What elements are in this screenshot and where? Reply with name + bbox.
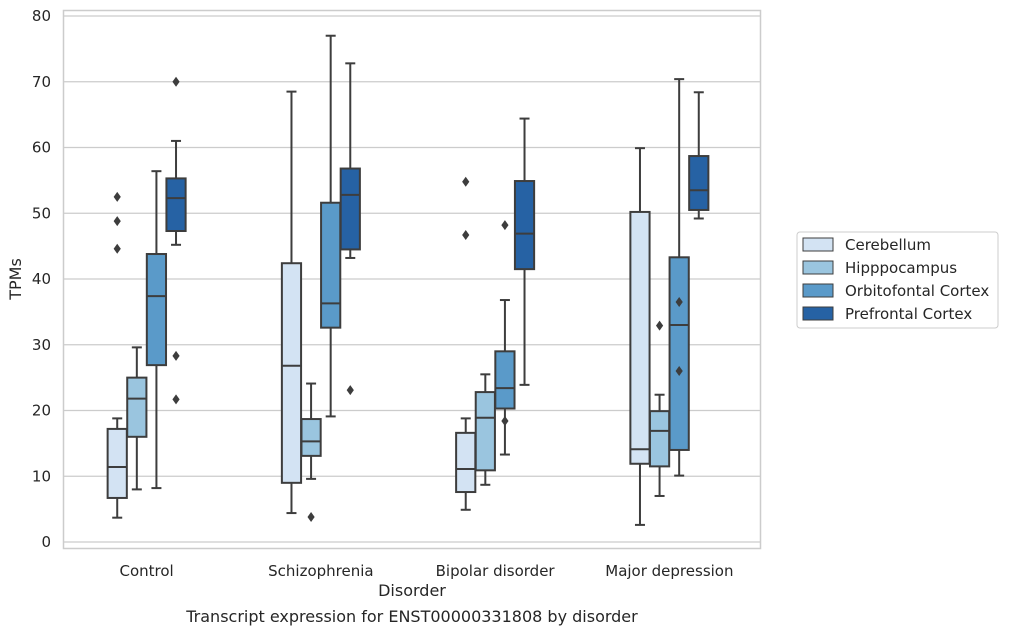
y-tick-label: 40 <box>32 270 51 288</box>
box-hipppocampus <box>648 320 671 497</box>
legend-swatch <box>802 260 834 275</box>
y-tick-label: 10 <box>32 467 51 485</box>
outlier-point <box>307 512 315 523</box>
legend-label: Hipppocampus <box>845 259 957 277</box>
x-axis-title: Disorder <box>378 581 446 600</box>
x-tick-label: Bipolar disorder <box>436 562 556 580</box>
legend: Cerebellum Hipppocampus Orbitofontal Corte… <box>796 231 999 329</box>
y-axis-title: TPMs <box>6 258 25 301</box>
box-body <box>165 177 187 233</box>
box-body <box>280 262 303 484</box>
outlier-point <box>501 220 509 231</box>
outlier-point <box>675 366 683 377</box>
box-hipppocampus <box>126 346 148 491</box>
outlier-point <box>462 229 470 240</box>
box-prefrontal-cortex <box>688 91 710 220</box>
y-tick-label: 70 <box>32 73 51 91</box>
box-body <box>300 418 322 457</box>
box-cerebellum <box>629 147 651 526</box>
box-hipppocampus <box>474 373 496 486</box>
legend-swatch <box>802 237 834 252</box>
outlier-point <box>655 320 664 331</box>
box-prefrontal-cortex <box>165 76 187 405</box>
box-body <box>648 410 671 468</box>
y-tick-labels: 0 10 20 30 40 50 60 70 80 <box>32 7 51 551</box>
y-tick-label: 0 <box>41 533 51 551</box>
outlier-point <box>172 394 180 405</box>
outlier-point <box>501 416 509 427</box>
box-body <box>339 167 361 251</box>
box-body <box>320 201 342 329</box>
outlier-point <box>113 191 121 202</box>
legend-swatch <box>802 306 834 321</box>
box-body <box>126 376 148 438</box>
x-tick-label: Major depression <box>605 562 733 580</box>
box-body <box>474 391 496 472</box>
box-body <box>455 431 477 494</box>
outlier-point <box>172 350 180 361</box>
y-tick-label: 80 <box>32 7 51 25</box>
x-tick-label: Schizophrenia <box>268 562 373 580</box>
outlier-point <box>113 216 121 227</box>
outlier-point <box>462 176 470 187</box>
box-cerebellum <box>106 417 128 519</box>
box-orbitofontal-cortex <box>145 170 168 490</box>
chart-caption: Transcript expression for ENST0000033180… <box>185 607 638 626</box>
box-body <box>145 253 168 367</box>
box-orbitofontal-cortex <box>320 34 342 418</box>
box-orbitofontal-cortex <box>668 78 690 477</box>
box-body <box>106 427 128 499</box>
legend-label: Prefrontal Cortex <box>845 305 972 323</box>
box-prefrontal-cortex <box>339 62 361 396</box>
box-body <box>668 256 690 451</box>
outlier-point <box>346 385 354 396</box>
outlier-point <box>675 297 683 308</box>
box-orbitofontal-cortex <box>494 220 516 456</box>
y-tick-label: 30 <box>32 336 51 354</box>
box-cerebellum <box>280 90 303 515</box>
box-body <box>494 350 516 410</box>
box-body <box>629 210 651 465</box>
box-series <box>106 34 710 526</box>
legend-swatch <box>802 283 834 298</box>
outlier-point <box>113 243 121 254</box>
legend-label: Orbitofontal Cortex <box>845 282 989 300</box>
legend-label: Cerebellum <box>845 236 931 254</box>
y-tick-label: 20 <box>32 402 51 420</box>
x-tick-labels: Control Schizophrenia Bipolar disorder Majo… <box>120 562 734 580</box>
outlier-point <box>172 76 180 87</box>
box-body <box>688 155 710 211</box>
box-cerebellum <box>455 417 477 511</box>
y-tick-label: 60 <box>32 139 51 157</box>
box-body <box>513 180 536 271</box>
x-tick-label: Control <box>120 562 174 580</box>
box-prefrontal-cortex <box>513 117 536 386</box>
box-hipppocampus <box>300 382 322 523</box>
y-tick-label: 50 <box>32 204 51 222</box>
legend-frame <box>796 231 999 329</box>
